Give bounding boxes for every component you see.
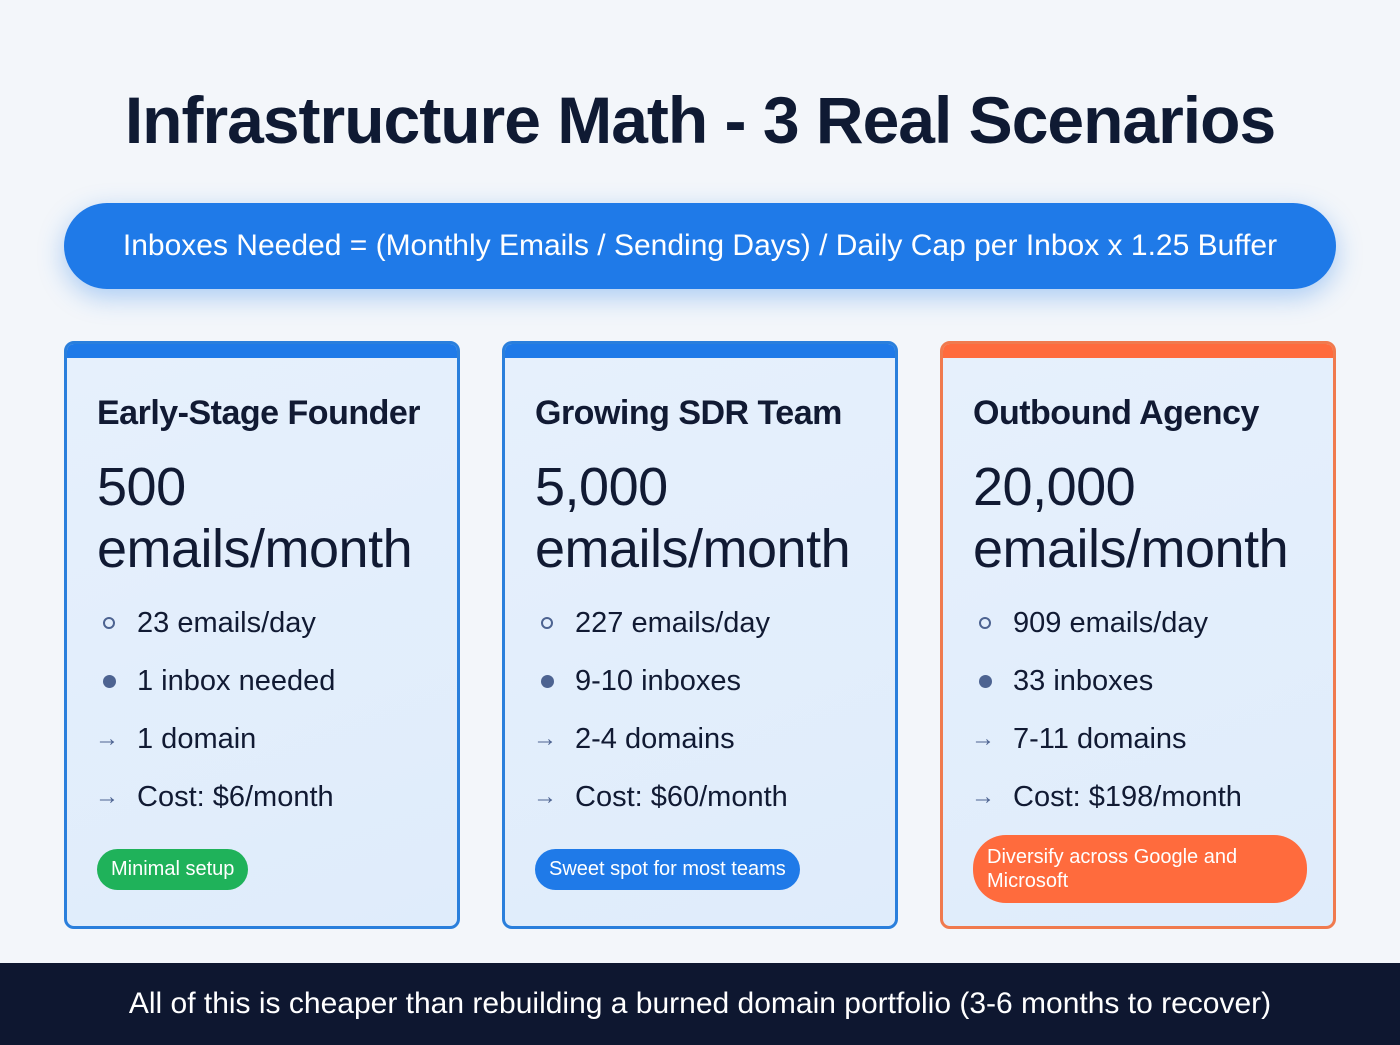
scenario-volume: 5,000 emails/month — [535, 456, 851, 580]
status-badge: Minimal setup — [97, 849, 249, 890]
list-item: 9-10 inboxes — [533, 652, 788, 710]
footer-banner: All of this is cheaper than rebuilding a… — [0, 963, 1400, 1045]
scenario-details-list: 23 emails/day 1 inbox needed → 1 domain →… — [95, 594, 335, 826]
arrow-right-icon: → — [95, 725, 119, 752]
card-accent-bar — [505, 344, 895, 358]
status-badge: Diversify across Google and Microsoft — [973, 835, 1307, 903]
list-item: → 7-11 domains — [971, 722, 1187, 755]
list-item: → Cost: $60/month — [533, 780, 788, 813]
list-item: 1 inbox needed — [95, 652, 335, 710]
status-badge: Sweet spot for most teams — [535, 849, 800, 890]
volume-unit: emails/month — [535, 519, 851, 579]
filled-dot-icon — [95, 674, 137, 688]
scenario-name: Outbound Agency — [973, 394, 1259, 432]
scenario-name: Growing SDR Team — [535, 394, 842, 432]
page-title: Infrastructure Math - 3 Real Scenarios — [124, 83, 1276, 157]
filled-dot-icon — [971, 674, 1013, 688]
circle-outline-icon — [971, 617, 1013, 629]
arrow-right-icon: → — [533, 783, 557, 810]
list-item: → 2-4 domains — [533, 722, 735, 755]
list-item: 33 inboxes — [971, 652, 1242, 710]
scenario-volume: 500 emails/month — [97, 456, 413, 580]
list-item: 227 emails/day — [533, 594, 788, 652]
list-item: 909 emails/day — [971, 594, 1242, 652]
arrow-right-icon: → — [971, 783, 995, 810]
card-accent-bar — [67, 344, 457, 358]
list-item: → 1 domain — [95, 722, 257, 755]
list-item: 23 emails/day — [95, 594, 335, 652]
scenario-card-outbound-agency: Outbound Agency 20,000 emails/month 909 … — [940, 341, 1336, 929]
card-accent-bar — [943, 344, 1333, 358]
volume-unit: emails/month — [97, 519, 413, 579]
scenario-volume: 20,000 emails/month — [973, 456, 1289, 580]
circle-outline-icon — [533, 617, 575, 629]
scenario-card-growing-sdr-team: Growing SDR Team 5,000 emails/month 227 … — [502, 341, 898, 929]
scenario-details-list: 227 emails/day 9-10 inboxes → 2-4 domains… — [533, 594, 788, 826]
arrow-right-icon: → — [533, 725, 557, 752]
volume-number: 5,000 — [535, 457, 668, 517]
arrow-right-icon: → — [95, 783, 119, 810]
list-item: → Cost: $6/month — [95, 780, 334, 813]
list-item: → Cost: $198/month — [971, 780, 1242, 813]
arrow-right-icon: → — [971, 725, 995, 752]
volume-number: 500 — [97, 457, 186, 517]
scenario-details-list: 909 emails/day 33 inboxes → 7-11 domains … — [971, 594, 1242, 826]
circle-outline-icon — [95, 617, 137, 629]
filled-dot-icon — [533, 674, 575, 688]
scenario-card-early-stage-founder: Early-Stage Founder 500 emails/month 23 … — [64, 341, 460, 929]
formula-banner: Inboxes Needed = (Monthly Emails / Sendi… — [64, 203, 1336, 289]
volume-number: 20,000 — [973, 457, 1136, 517]
volume-unit: emails/month — [973, 519, 1289, 579]
scenario-name: Early-Stage Founder — [97, 394, 421, 432]
